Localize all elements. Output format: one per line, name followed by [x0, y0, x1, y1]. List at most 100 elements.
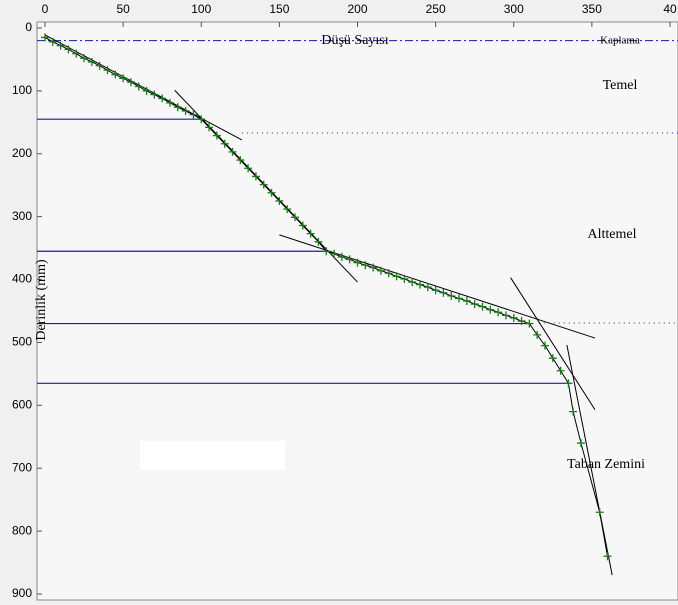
data-point: [220, 139, 229, 148]
fit-line: [44, 34, 243, 141]
data-point: [173, 103, 182, 112]
data-point: [408, 278, 417, 287]
data-point: [197, 115, 206, 124]
data-point: [330, 249, 339, 258]
data-point: [236, 156, 245, 165]
data-point: [478, 302, 487, 311]
data-point: [283, 205, 292, 214]
data-point: [259, 180, 268, 189]
x-tick-label: 40: [663, 2, 677, 16]
data-point: [494, 308, 503, 317]
data-point: [142, 86, 151, 95]
fit-line: [566, 344, 613, 576]
fit-line: [510, 277, 596, 411]
data-point: [517, 317, 526, 326]
data-point: [501, 311, 510, 320]
data-point: [462, 296, 471, 305]
data-point: [569, 407, 578, 416]
data-point: [361, 261, 370, 270]
y-tick-label: 400: [12, 272, 32, 286]
data-point: [244, 164, 253, 173]
data-point: [298, 221, 307, 230]
x-tick-label: 0: [42, 2, 49, 16]
data-point: [541, 341, 549, 350]
data-point: [345, 255, 354, 264]
data-point: [166, 98, 174, 107]
x-axis-label: Düşü Sayısı: [321, 33, 388, 48]
data-point: [337, 252, 346, 261]
data-point: [158, 94, 167, 103]
data-point: [212, 131, 221, 140]
y-tick-label: 600: [12, 398, 32, 412]
data-point: [205, 123, 214, 132]
data-point: [103, 66, 112, 75]
y-tick-label: 200: [12, 146, 32, 160]
data-point: [267, 188, 276, 197]
data-point: [80, 54, 89, 63]
x-tick-label: 350: [582, 2, 602, 16]
y-tick-label: 900: [12, 586, 32, 600]
y-axis-label: Derinlik (mm): [34, 259, 49, 341]
data-point: [509, 313, 518, 322]
data-point: [72, 49, 81, 58]
x-tick-label: 100: [191, 2, 211, 16]
data-point: [111, 70, 120, 79]
data-point: [314, 237, 323, 246]
data-point: [533, 330, 542, 339]
data-point: [189, 110, 198, 119]
data-point: [306, 229, 315, 238]
data-point: [56, 41, 65, 50]
data-point: [447, 291, 456, 300]
y-tick-label: 0: [25, 20, 32, 34]
artifact: [140, 441, 285, 470]
data-point: [126, 78, 135, 87]
x-tick-label: 150: [269, 2, 289, 16]
data-point: [564, 379, 573, 388]
data-point: [470, 300, 479, 309]
data-point: [595, 508, 604, 517]
data-point: [439, 288, 448, 297]
data-point: [384, 269, 393, 278]
data-point: [576, 439, 585, 448]
data-point: [291, 213, 299, 222]
data-point: [400, 274, 409, 283]
x-tick-label: 50: [116, 2, 130, 16]
data-point: [251, 172, 260, 181]
data-point: [548, 354, 557, 363]
data-point: [416, 280, 424, 289]
data-point: [228, 147, 237, 156]
x-tick-label: 250: [426, 2, 446, 16]
y-tick-label: 800: [12, 523, 32, 537]
annotation: Kaplama: [600, 35, 640, 47]
data-point: [369, 263, 378, 272]
data-point: [603, 552, 612, 561]
data-point: [322, 247, 331, 256]
plot-area: [36, 21, 678, 601]
data-point: [48, 37, 57, 46]
data-point: [150, 90, 159, 99]
x-tick-label: 300: [504, 2, 524, 16]
fit-line: [279, 234, 596, 339]
data-point: [95, 61, 104, 70]
data-point: [423, 283, 432, 292]
data-point: [181, 107, 190, 116]
x-tick-label: 200: [347, 2, 367, 16]
annotation: Taban Zemini: [567, 457, 645, 472]
data-point: [134, 82, 143, 91]
y-tick-label: 300: [12, 209, 32, 223]
data-point: [41, 33, 49, 42]
data-point: [525, 319, 534, 328]
data-point: [455, 294, 464, 303]
data-point: [87, 57, 96, 66]
y-tick-label: 500: [12, 335, 32, 349]
data-point: [275, 196, 284, 205]
data-point: [431, 286, 440, 295]
data-point: [486, 305, 495, 314]
data-point: [556, 366, 565, 375]
data-point: [376, 266, 385, 275]
annotation: Temel: [603, 78, 638, 93]
data-point: [392, 272, 401, 281]
y-tick-label: 700: [12, 460, 32, 474]
data-point: [119, 74, 128, 83]
